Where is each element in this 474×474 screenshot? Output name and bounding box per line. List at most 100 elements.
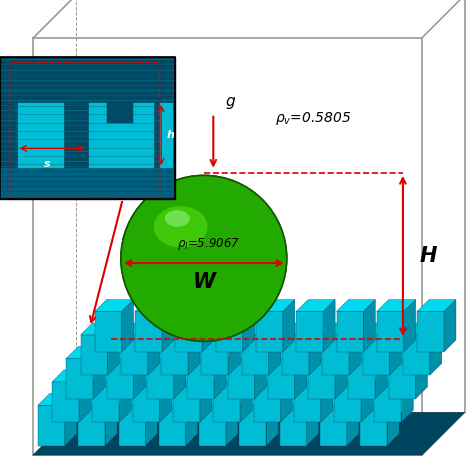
Polygon shape: [374, 370, 413, 382]
Polygon shape: [334, 370, 373, 382]
Polygon shape: [159, 393, 198, 405]
Polygon shape: [173, 382, 200, 422]
Polygon shape: [162, 300, 174, 352]
Polygon shape: [337, 300, 375, 311]
Polygon shape: [78, 405, 105, 446]
Polygon shape: [322, 323, 361, 335]
Polygon shape: [294, 370, 333, 382]
Bar: [88, 102, 154, 168]
Polygon shape: [147, 346, 186, 358]
Polygon shape: [387, 393, 399, 446]
Bar: [9, 62, 159, 197]
Polygon shape: [107, 346, 146, 358]
Polygon shape: [321, 370, 333, 422]
Polygon shape: [187, 346, 226, 358]
Polygon shape: [161, 335, 188, 375]
Text: g: g: [225, 94, 235, 109]
Polygon shape: [226, 393, 238, 446]
Polygon shape: [66, 346, 105, 358]
Polygon shape: [334, 382, 361, 422]
Polygon shape: [228, 346, 266, 358]
Polygon shape: [417, 311, 444, 352]
Polygon shape: [159, 405, 186, 446]
Polygon shape: [135, 311, 162, 352]
Bar: [107, 102, 133, 123]
Polygon shape: [66, 358, 93, 399]
Bar: [159, 102, 173, 168]
Polygon shape: [92, 382, 119, 422]
Polygon shape: [403, 335, 430, 375]
Polygon shape: [201, 323, 240, 335]
Polygon shape: [239, 405, 266, 446]
Polygon shape: [375, 346, 387, 399]
Ellipse shape: [154, 206, 208, 247]
Text: $\rho_v$=0.5805: $\rho_v$=0.5805: [275, 110, 351, 127]
Polygon shape: [93, 346, 105, 399]
Polygon shape: [160, 370, 172, 422]
Polygon shape: [256, 300, 295, 311]
Polygon shape: [268, 346, 307, 358]
Text: s: s: [44, 159, 51, 169]
Text: $\rho_l$=5.9067: $\rho_l$=5.9067: [177, 236, 240, 252]
Polygon shape: [254, 382, 281, 422]
Polygon shape: [105, 393, 117, 446]
Polygon shape: [200, 370, 212, 422]
Polygon shape: [135, 300, 174, 311]
Polygon shape: [255, 346, 266, 399]
Polygon shape: [213, 370, 252, 382]
Polygon shape: [280, 393, 319, 405]
Ellipse shape: [138, 186, 279, 340]
Polygon shape: [216, 300, 255, 311]
Polygon shape: [33, 412, 465, 455]
Polygon shape: [268, 358, 295, 399]
Polygon shape: [283, 300, 295, 352]
Circle shape: [121, 175, 287, 341]
Polygon shape: [133, 370, 172, 382]
Polygon shape: [282, 335, 309, 375]
Polygon shape: [52, 370, 91, 382]
Polygon shape: [322, 335, 349, 375]
Bar: [0, 57, 175, 199]
Polygon shape: [416, 346, 428, 399]
Polygon shape: [363, 323, 401, 335]
Polygon shape: [213, 382, 240, 422]
Polygon shape: [188, 323, 200, 375]
Polygon shape: [202, 300, 214, 352]
Polygon shape: [240, 370, 252, 422]
Polygon shape: [360, 405, 387, 446]
Polygon shape: [404, 300, 416, 352]
Polygon shape: [256, 311, 283, 352]
Polygon shape: [348, 358, 375, 399]
Polygon shape: [147, 358, 174, 399]
Polygon shape: [108, 323, 119, 375]
Polygon shape: [320, 405, 347, 446]
Polygon shape: [133, 382, 160, 422]
Polygon shape: [242, 335, 269, 375]
Polygon shape: [173, 370, 212, 382]
Polygon shape: [323, 300, 335, 352]
Polygon shape: [243, 300, 255, 352]
Polygon shape: [146, 393, 157, 446]
Polygon shape: [95, 311, 122, 352]
Polygon shape: [121, 323, 160, 335]
Polygon shape: [363, 335, 390, 375]
Polygon shape: [266, 393, 278, 446]
Polygon shape: [134, 346, 146, 399]
Polygon shape: [95, 300, 134, 311]
Polygon shape: [52, 382, 79, 422]
Polygon shape: [296, 311, 323, 352]
Polygon shape: [175, 311, 202, 352]
Polygon shape: [348, 346, 387, 358]
Polygon shape: [390, 323, 401, 375]
Polygon shape: [216, 311, 243, 352]
Polygon shape: [337, 311, 364, 352]
Polygon shape: [81, 335, 108, 375]
Polygon shape: [349, 323, 361, 375]
Polygon shape: [308, 358, 335, 399]
Bar: [0, 57, 175, 199]
Polygon shape: [228, 358, 255, 399]
Polygon shape: [38, 405, 65, 446]
Polygon shape: [296, 300, 335, 311]
Polygon shape: [308, 346, 347, 358]
Polygon shape: [201, 335, 228, 375]
